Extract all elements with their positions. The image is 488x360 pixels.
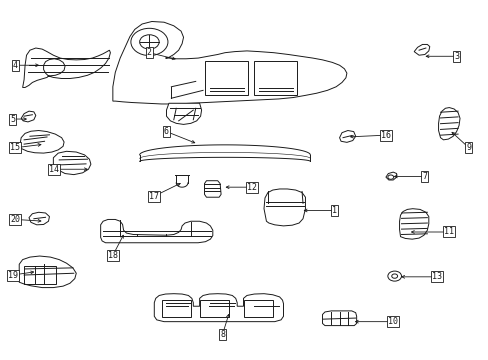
Text: 2: 2: [146, 48, 152, 57]
Polygon shape: [22, 48, 110, 87]
Text: 12: 12: [246, 183, 256, 192]
Polygon shape: [322, 311, 356, 325]
Text: 1: 1: [331, 206, 337, 215]
Polygon shape: [339, 131, 355, 142]
Text: 9: 9: [466, 143, 470, 152]
Text: 4: 4: [13, 61, 18, 70]
Polygon shape: [53, 151, 91, 175]
Bar: [243, 300, 272, 317]
Text: 20: 20: [10, 215, 20, 224]
Polygon shape: [101, 220, 212, 243]
Polygon shape: [20, 131, 64, 153]
Text: 5: 5: [10, 114, 15, 123]
Polygon shape: [21, 111, 36, 122]
Bar: [205, 60, 248, 95]
Polygon shape: [413, 44, 429, 55]
Polygon shape: [264, 189, 305, 226]
Polygon shape: [204, 181, 221, 197]
Text: 17: 17: [149, 192, 159, 201]
Text: 11: 11: [444, 228, 453, 237]
Bar: [24, 266, 56, 284]
Text: 15: 15: [10, 143, 20, 152]
Text: 14: 14: [49, 165, 59, 174]
Text: 19: 19: [8, 270, 18, 279]
Polygon shape: [19, 256, 76, 288]
Bar: [199, 300, 228, 317]
Polygon shape: [385, 172, 396, 180]
Bar: [254, 60, 297, 95]
Text: 3: 3: [453, 52, 458, 61]
Text: 8: 8: [220, 330, 224, 339]
Text: 6: 6: [163, 127, 169, 136]
Polygon shape: [29, 212, 49, 225]
Text: 7: 7: [422, 172, 427, 181]
Polygon shape: [154, 294, 283, 321]
Text: 13: 13: [431, 272, 441, 281]
Polygon shape: [166, 103, 201, 125]
Text: 18: 18: [108, 251, 118, 260]
Polygon shape: [399, 209, 428, 239]
Text: 16: 16: [380, 131, 390, 140]
Polygon shape: [113, 22, 346, 104]
Text: 10: 10: [387, 317, 397, 326]
Bar: [161, 300, 190, 317]
Polygon shape: [438, 108, 459, 140]
